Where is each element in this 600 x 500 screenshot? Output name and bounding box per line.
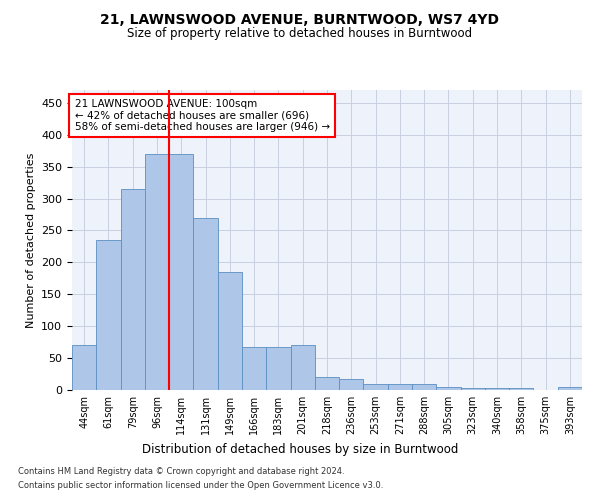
Text: Size of property relative to detached houses in Burntwood: Size of property relative to detached ho…: [127, 28, 473, 40]
Bar: [218, 272, 242, 390]
Bar: [364, 384, 388, 390]
Bar: [412, 384, 436, 390]
Bar: [509, 388, 533, 390]
Bar: [266, 346, 290, 390]
Text: Contains HM Land Registry data © Crown copyright and database right 2024.: Contains HM Land Registry data © Crown c…: [18, 467, 344, 476]
Text: 21 LAWNSWOOD AVENUE: 100sqm
← 42% of detached houses are smaller (696)
58% of se: 21 LAWNSWOOD AVENUE: 100sqm ← 42% of det…: [74, 99, 329, 132]
Bar: [145, 154, 169, 390]
Bar: [290, 346, 315, 390]
Y-axis label: Number of detached properties: Number of detached properties: [26, 152, 35, 328]
Bar: [96, 240, 121, 390]
Bar: [558, 388, 582, 390]
Bar: [388, 384, 412, 390]
Text: Distribution of detached houses by size in Burntwood: Distribution of detached houses by size …: [142, 442, 458, 456]
Text: 21, LAWNSWOOD AVENUE, BURNTWOOD, WS7 4YD: 21, LAWNSWOOD AVENUE, BURNTWOOD, WS7 4YD: [101, 12, 499, 26]
Bar: [461, 388, 485, 390]
Bar: [72, 346, 96, 390]
Bar: [485, 388, 509, 390]
Bar: [121, 189, 145, 390]
Text: Contains public sector information licensed under the Open Government Licence v3: Contains public sector information licen…: [18, 481, 383, 490]
Bar: [436, 387, 461, 390]
Bar: [339, 378, 364, 390]
Bar: [242, 347, 266, 390]
Bar: [193, 218, 218, 390]
Bar: [169, 154, 193, 390]
Bar: [315, 377, 339, 390]
